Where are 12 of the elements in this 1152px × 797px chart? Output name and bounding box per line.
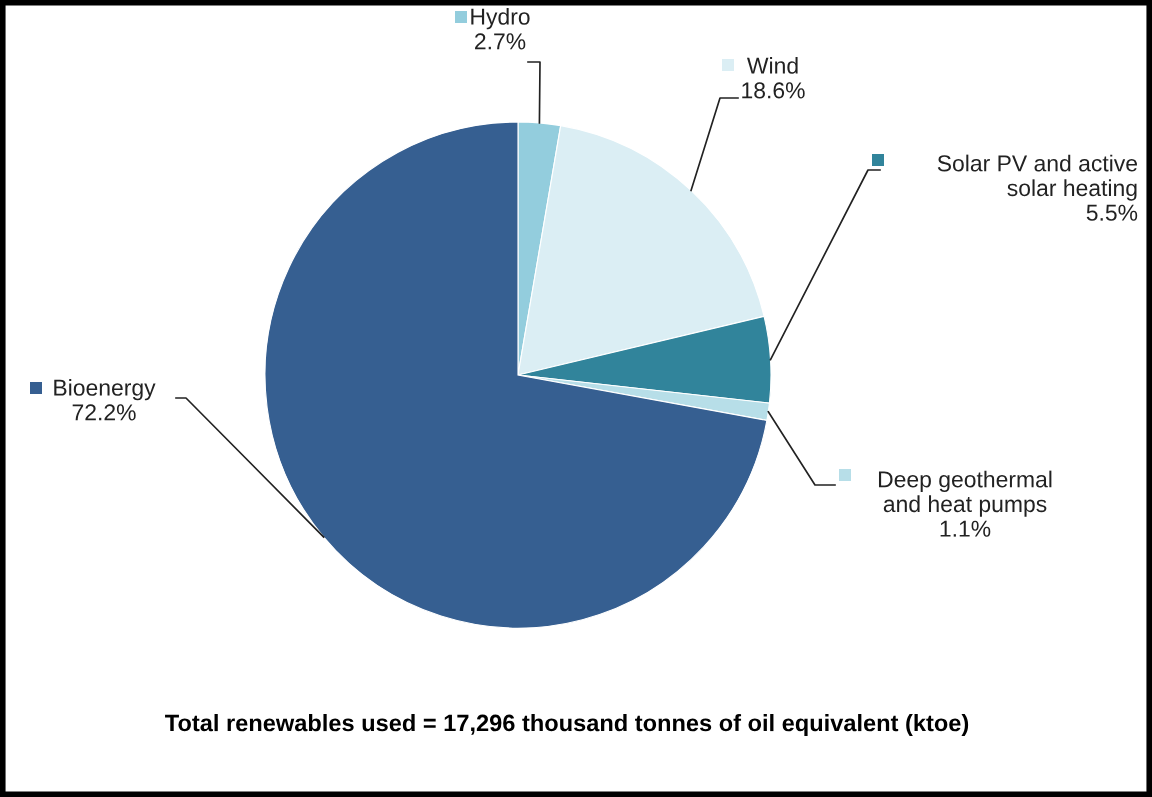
legend-label: Hydro bbox=[471, 7, 530, 30]
data-label: 72.2% bbox=[72, 404, 136, 421]
legend-label: Bioenergy bbox=[54, 378, 156, 401]
legend-label: Solar PV and active solar heating bbox=[937, 154, 1137, 201]
data-label: 5.5% bbox=[1086, 204, 1138, 221]
legend-label: Wind bbox=[746, 56, 798, 74]
data-label: 1.1% bbox=[940, 520, 991, 537]
legend-label: Deep geothermal and heat pumps bbox=[878, 470, 1052, 517]
text: Total renewables used = 17,296 thousand tonnes of oil equivalent (ktoe) bbox=[165, 713, 969, 737]
pie-slice bbox=[264, 121, 768, 629]
data-label: 18.6% bbox=[742, 82, 805, 99]
data-label: 2.7% bbox=[475, 33, 526, 50]
